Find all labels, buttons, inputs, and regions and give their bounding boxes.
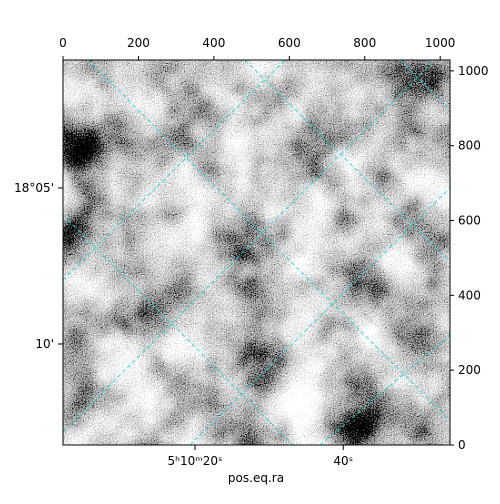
y-tick-label: 800: [458, 139, 481, 153]
grid-line: [63, 60, 436, 433]
x-tick-label: 800: [353, 36, 376, 50]
grid-line: [244, 60, 450, 263]
ra-tick-label: 5ʰ10ᵐ20ˢ: [168, 454, 223, 468]
grid-line: [399, 60, 450, 111]
x-tick-label: 600: [278, 36, 301, 50]
x-tick-label: 200: [127, 36, 150, 50]
y-tick-label: 200: [458, 363, 481, 377]
grid-line: [319, 334, 450, 445]
grid-line: [87, 60, 450, 421]
x-tick-label: 400: [202, 36, 225, 50]
grid-line: [63, 214, 294, 445]
x-tick-label: 1000: [425, 36, 456, 50]
y-tick-label: 0: [458, 438, 466, 452]
dec-tick-label: 10': [35, 337, 54, 351]
grid-line: [63, 60, 286, 281]
y-tick-label: 1000: [458, 64, 489, 78]
sky-image: [63, 60, 450, 445]
dec-tick-label: 18°05': [14, 181, 54, 195]
x-axis-label: pos.eq.ra: [228, 471, 284, 485]
ra-tick-label: 40ˢ: [333, 454, 353, 468]
y-tick-label: 600: [458, 214, 481, 228]
axes-frame: [62, 59, 451, 446]
x-tick-label: 0: [59, 36, 67, 50]
y-tick-label: 400: [458, 288, 481, 302]
coordinate-grid: [63, 60, 450, 445]
grid-line: [189, 187, 450, 445]
